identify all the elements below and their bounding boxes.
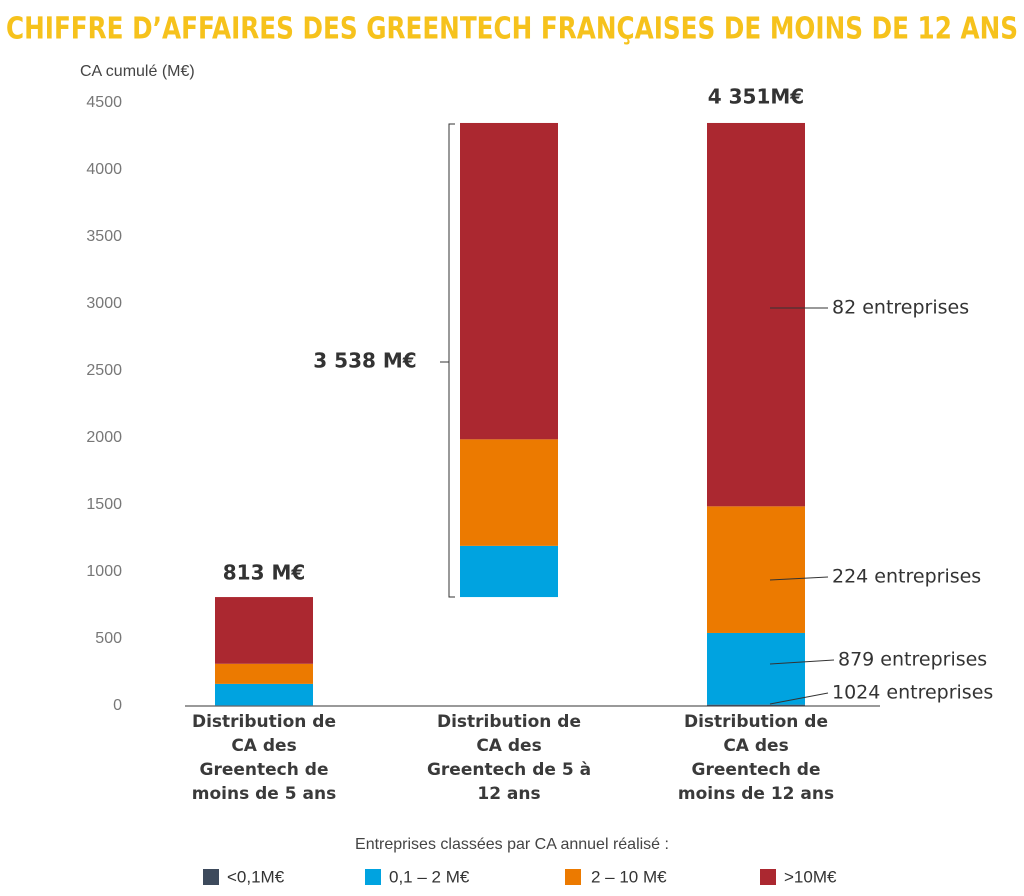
bar-segment <box>460 122 558 440</box>
legend-title: Entreprises classées par CA annuel réali… <box>355 836 669 853</box>
legend-label: 2 – 10 M€ <box>591 867 667 886</box>
annotation: 879 entreprises <box>838 649 987 671</box>
legend-swatch <box>203 869 219 885</box>
leader-line <box>769 659 835 665</box>
y-tick-label: 4000 <box>86 161 122 178</box>
chart-title: CHIFFRE D’AFFAIRES DES GREENTECH FRANÇAI… <box>6 12 1018 47</box>
y-tick-label: 2000 <box>86 429 122 446</box>
bar-segment <box>460 545 558 598</box>
bracket <box>440 123 455 598</box>
bar-segment <box>215 683 313 706</box>
bar-segment <box>707 704 805 706</box>
y-tick-label: 4500 <box>86 94 122 111</box>
legend-label: <0,1M€ <box>227 867 285 886</box>
annotation: 4 351M€ <box>708 85 804 109</box>
bar-segment <box>215 663 313 684</box>
annotation: 224 entreprises <box>832 566 981 588</box>
legend-label: >10M€ <box>784 867 837 886</box>
legend-swatch <box>760 869 776 885</box>
bar-segment <box>707 506 805 633</box>
y-tick-label: 2500 <box>86 362 122 379</box>
bar-segment <box>707 632 805 705</box>
bar-segment <box>460 439 558 546</box>
x-tick-label: Distribution de CA des Greentech de moin… <box>677 712 835 804</box>
legend-label: 0,1 – 2 M€ <box>389 867 470 886</box>
x-tick-label: Distribution de CA des Greentech de moin… <box>191 712 337 804</box>
y-tick-label: 3000 <box>86 295 122 312</box>
annotation: 813 M€ <box>223 561 306 585</box>
y-axis-label: CA cumulé (M€) <box>80 63 195 80</box>
bar-segment <box>215 705 313 706</box>
y-tick-label: 3500 <box>86 228 122 245</box>
annotation: 82 entreprises <box>832 297 969 319</box>
annotation: 3 538 M€ <box>313 349 416 373</box>
bar-segment <box>215 597 313 664</box>
y-tick-label: 1000 <box>86 563 122 580</box>
legend-swatch <box>565 869 581 885</box>
legend-swatch <box>365 869 381 885</box>
leader-line <box>769 576 829 581</box>
leader-line <box>769 692 829 705</box>
bar-segment <box>707 122 805 507</box>
y-tick-label: 0 <box>113 697 122 714</box>
annotation: 1024 entreprises <box>832 682 993 704</box>
x-tick-label: Distribution de CA des Greentech de 5 à … <box>426 712 592 804</box>
y-tick-label: 1500 <box>86 496 122 513</box>
y-tick-label: 500 <box>95 630 122 647</box>
